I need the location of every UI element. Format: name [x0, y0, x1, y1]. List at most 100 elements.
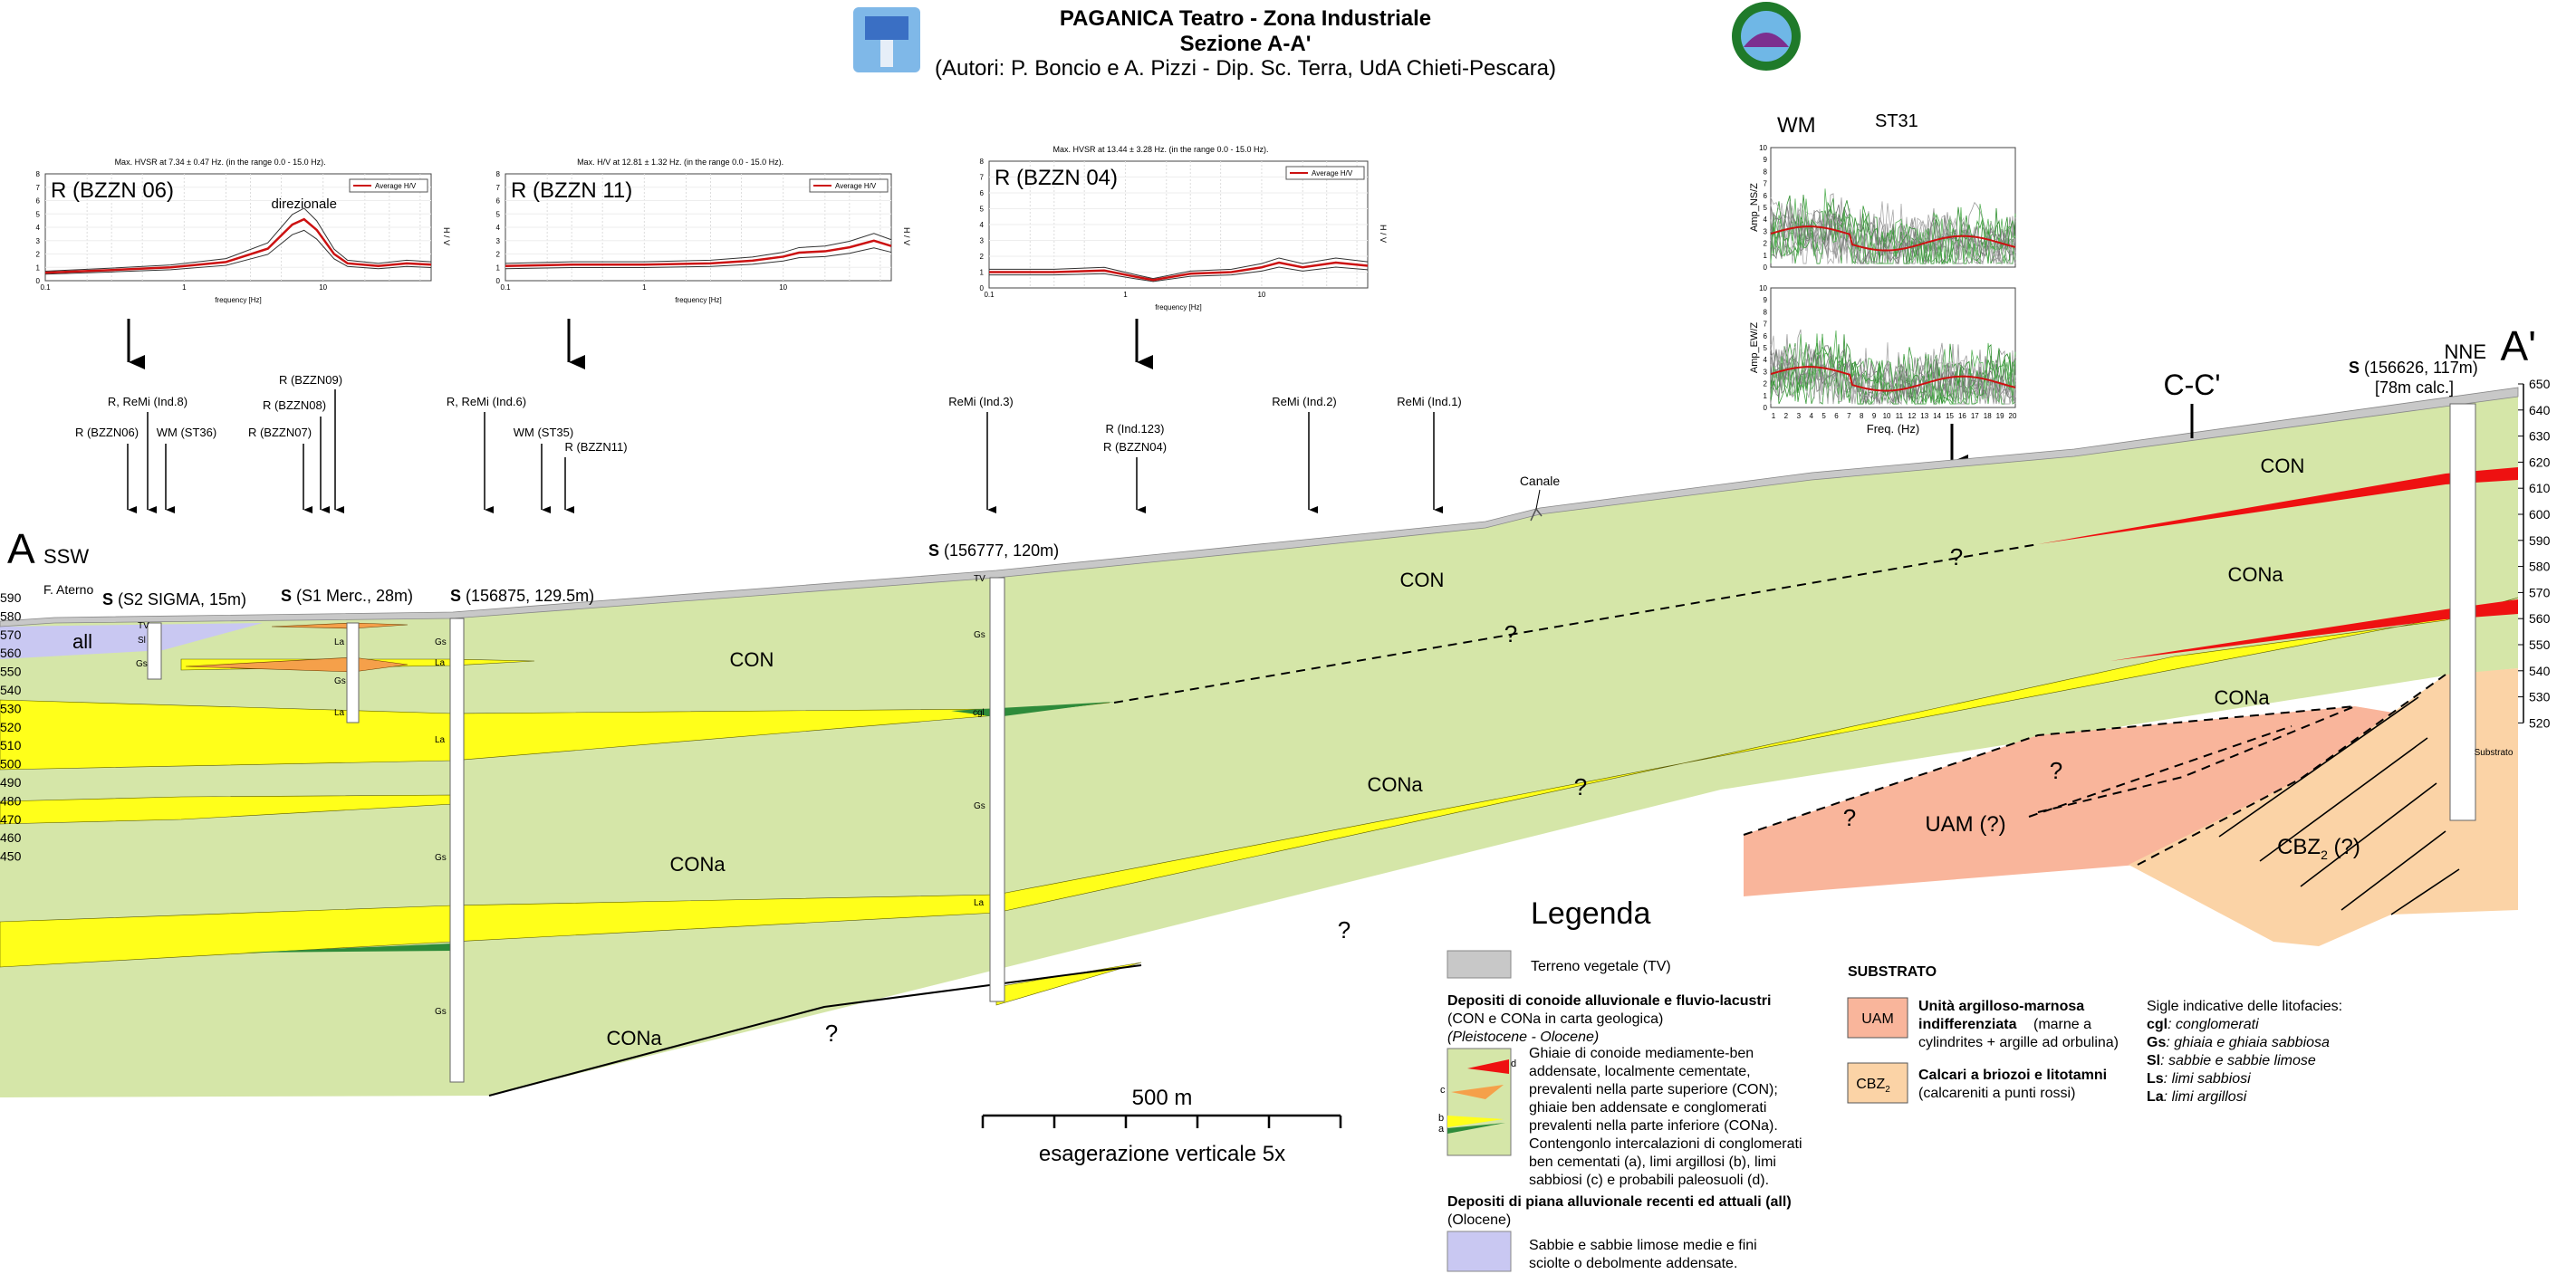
tick-label: 1 — [36, 263, 41, 272]
section-dir-right: NNE — [2445, 340, 2486, 363]
label-con: CON — [1400, 569, 1445, 591]
cbz-bedding — [2218, 696, 2460, 915]
litho-tag: Gs — [435, 853, 447, 863]
tick-label: 17 — [1971, 412, 1979, 420]
tick-label: 3 — [1797, 412, 1802, 420]
tick-label: 1 — [1772, 412, 1776, 420]
wm-trace — [1770, 348, 2016, 405]
swatch-uam — [1847, 997, 1908, 1039]
university-logo — [853, 7, 920, 72]
elevation-label: 640 — [2529, 403, 2551, 417]
label-cona: CONa — [1367, 773, 1423, 796]
litho-tag: La — [435, 658, 446, 668]
borehole-s1 — [346, 622, 360, 723]
survey-label: R (BZZN07) — [248, 426, 312, 439]
legend-title: Legenda — [1531, 896, 1650, 931]
base-contact — [488, 964, 1142, 1097]
x-axis-label: frequency [Hz] — [1155, 303, 1202, 311]
legend-substrato: SUBSTRATO — [1848, 964, 1937, 980]
survey-label: WM (ST35) — [514, 426, 573, 439]
litho-tags: Gs La Gs La Gs La Gs La Gs cgl Gs Sl TV … — [136, 574, 985, 1017]
elevation-label: 620 — [2529, 455, 2551, 469]
tick-label: 1 — [496, 263, 501, 272]
y-axis-label: H / V — [442, 227, 451, 245]
layer-paleosoil — [2110, 599, 2518, 661]
section-ends: A SSW NNE A' C-C' Canale F. Aterno — [7, 322, 2536, 597]
litho-tag: Gs — [435, 637, 447, 647]
tick-label: 1 — [642, 283, 647, 292]
legend-uam-desc: (marne a — [2033, 1017, 2091, 1032]
survey-label: ReMi (Ind.1) — [1397, 395, 1462, 408]
institute-logo — [1732, 2, 1801, 71]
inferred-contacts — [1113, 543, 2446, 866]
x-axis-label: frequency [Hz] — [675, 296, 722, 304]
tick-label: 4 — [36, 224, 41, 232]
borehole-label: S (156626, 117m) — [2349, 359, 2478, 377]
survey-label: WM (ST36) — [157, 426, 216, 439]
wm-station: ST31 — [1875, 111, 1918, 131]
label-uam: UAM (?) — [1925, 812, 2005, 837]
tick-label: 8 — [980, 158, 985, 166]
tick-label: 5 — [36, 210, 41, 218]
unit-labels: all CON CON CON CONa CONa CONa CONa CONa… — [72, 455, 2514, 1049]
scale-label: 500 m — [1132, 1086, 1193, 1110]
legend-all-desc: Sabbie e sabbie limose medie e fini — [1529, 1238, 1757, 1253]
hvsr-plot: Max. H/V at 12.81 ± 1.32 Hz. (in the ran… — [496, 158, 911, 304]
svg-text:cgl: conglomerati: cgl: conglomerati — [2147, 1017, 2259, 1032]
tick-label: 0.1 — [500, 283, 511, 292]
survey-label: R, ReMi (Ind.8) — [108, 395, 187, 408]
tick-label: 4 — [1809, 412, 1813, 420]
tick-label: 10 — [1759, 284, 1767, 292]
vertical-exaggeration: esagerazione verticale 5x — [1039, 1142, 1285, 1166]
elevation-label: 540 — [0, 683, 22, 697]
section-end-right: A' — [2501, 322, 2536, 369]
label-cona: CONa — [669, 853, 726, 876]
tick-label: 0 — [496, 277, 501, 285]
survey-label: R (BZZN04) — [1103, 440, 1167, 454]
svg-text:d: d — [1511, 1058, 1516, 1069]
litho-tag: cgl — [973, 708, 985, 718]
layer-ls — [271, 622, 409, 629]
section-title: Sezione A-A' — [1180, 32, 1312, 56]
plot-header: Max. HVSR at 7.34 ± 0.47 Hz. (in the ran… — [115, 158, 326, 167]
tick-label: 6 — [1834, 412, 1839, 420]
section-body — [0, 387, 2519, 1097]
tick-label: 7 — [1764, 180, 1768, 188]
survey-label: R (BZZN09) — [279, 373, 342, 387]
survey-label: R (BZZN11) — [564, 440, 627, 454]
layer-paleosoil — [2038, 467, 2518, 544]
tick-label: 3 — [496, 237, 501, 245]
layer-cgl — [245, 944, 453, 953]
label-substrato: Substrato — [2475, 748, 2514, 758]
tick-label: 5 — [980, 206, 985, 214]
tick-label: 6 — [36, 197, 41, 206]
wm-trace — [1770, 188, 2016, 264]
y-axis-label: H / V — [902, 227, 911, 245]
survey-label: R (BZZN08) — [263, 398, 326, 412]
svg-text:addensate, localmente cementat: addensate, localmente cementate, — [1529, 1064, 1751, 1079]
elevation-label: 590 — [2529, 533, 2551, 548]
scale-bar: 500 m esagerazione verticale 5x — [981, 1086, 1342, 1166]
tick-label: 6 — [496, 197, 501, 206]
y-axis-label: H / V — [1379, 225, 1388, 243]
question-mark: ? — [825, 1020, 838, 1047]
tick-label: 8 — [1860, 412, 1864, 420]
survey-label: ReMi (Ind.2) — [1272, 395, 1337, 408]
wm-trace — [1770, 210, 2016, 264]
plot-legend — [809, 178, 889, 193]
svg-text:Sl: sabbie e sabbie limose: Sl: sabbie e sabbie limose — [2147, 1053, 2316, 1068]
average-hv-curve — [989, 261, 1369, 282]
unit-all — [0, 623, 263, 659]
wm-trace — [1770, 204, 2016, 265]
elevation-label: 450 — [0, 849, 22, 864]
tick-label: 4 — [496, 224, 501, 232]
litho-tag: Sl — [138, 636, 146, 646]
swatch-all — [1447, 1231, 1512, 1272]
plot-legend-label: Average H/V — [1312, 169, 1353, 177]
legend-all-desc: sciolte o debolmente addensate. — [1529, 1256, 1737, 1271]
borehole-s2 — [147, 622, 162, 680]
borehole-156777 — [989, 577, 1005, 1002]
svg-text:ghiaie ben addensate e conglom: ghiaie ben addensate e conglomerati — [1529, 1100, 1766, 1116]
survey-label: R (BZZN06) — [75, 426, 139, 439]
